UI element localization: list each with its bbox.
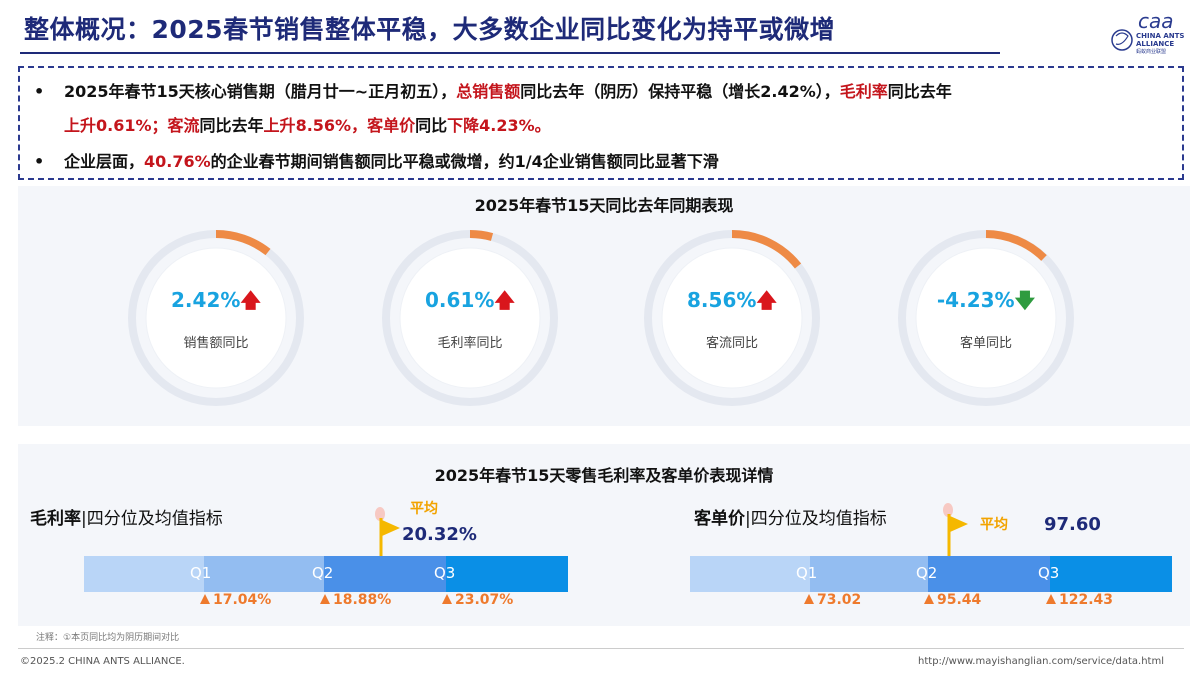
source-url: http://www.mayishanglian.com/service/dat… (918, 656, 1164, 667)
china-ants-alliance-logo: caa CHINA ANTS ALLIANCE 蚂蚁商业联盟 (1108, 6, 1192, 56)
kpi-ring-icon (898, 230, 1074, 406)
triangle-up-icon (804, 594, 814, 604)
footnote: 注释：①本页同比均为阴历期间对比 (36, 633, 180, 643)
price-subtitle: 客单价|四分位及均值指标 (694, 509, 887, 529)
margin-bar-segment-1 (84, 556, 204, 592)
kpi-ring-icon (382, 230, 558, 406)
copyright: ©2025.2 CHINA ANTS ALLIANCE. (20, 656, 185, 667)
summary-box: • 2025年春节15天核心销售期（腊月廿一~正月初五），总销售额同比去年（阴历）… (18, 66, 1184, 180)
price-q1-label: Q1 (796, 564, 818, 582)
detail-panel-title: 2025年春节15天零售毛利率及客单价表现详情 (434, 466, 774, 485)
triangle-up-icon (200, 594, 210, 604)
kpi-sales: 2.42%🡅 销售额同比 (126, 228, 306, 408)
triangle-up-icon (442, 594, 452, 604)
detail-panel: 2025年春节15天零售毛利率及客单价表现详情 毛利率|四分位及均值指标 平均 … (18, 444, 1190, 626)
kpi-basket-value: -4.23% (936, 288, 1015, 312)
margin-avg-value: 20.32% (402, 524, 477, 545)
margin-q3-marker: 23.07% (442, 592, 513, 608)
arrow-up-icon: 🡅 (494, 288, 515, 312)
kpi-margin: 0.61%🡅 毛利率同比 (380, 228, 560, 408)
price-quartile-bar: Q1 Q2 Q3 (690, 556, 1172, 592)
kpi-margin-label: 毛利率同比 (437, 336, 503, 351)
margin-q1-marker: 17.04% (200, 592, 271, 608)
logo-text-2: ALLIANCE (1136, 40, 1175, 48)
title-underline (20, 52, 1000, 54)
margin-avg-label: 平均 (410, 501, 438, 517)
margin-bar-segment-4 (446, 556, 568, 592)
arrow-up-icon: 🡅 (756, 288, 777, 312)
average-flag-icon (375, 507, 400, 562)
kpi-basket: -4.23%🡇 客单同比 (896, 228, 1076, 408)
average-flag-icon (943, 503, 968, 562)
page-title: 整体概况：2025春节销售整体平稳，大多数企业同比变化为持平或微增 (24, 15, 836, 44)
footer-divider (18, 648, 1184, 649)
logo-text-3: 蚂蚁商业联盟 (1136, 49, 1167, 55)
price-q2-label: Q2 (916, 564, 938, 582)
arrow-up-icon: 🡅 (240, 288, 261, 312)
price-bar-segment-1 (690, 556, 810, 592)
kpi-panel-title: 2025年春节15天同比去年同期表现 (474, 196, 734, 215)
summary-bullet-1: • 2025年春节15天核心销售期（腊月廿一~正月初五），总销售额同比去年（阴历）… (34, 82, 952, 101)
margin-subtitle: 毛利率|四分位及均值指标 (30, 509, 223, 529)
price-bar-segment-2 (810, 556, 928, 592)
kpi-traffic: 8.56%🡅 客流同比 (642, 228, 822, 408)
arrow-down-icon: 🡇 (1014, 288, 1036, 312)
kpi-sales-label: 销售额同比 (183, 336, 249, 351)
kpi-basket-label: 客单同比 (959, 336, 1012, 351)
summary-bullet-1-cont: 上升0.61%；客流同比去年上升8.56%，客单价同比下降4.23%。 (64, 116, 551, 135)
margin-bar-segment-3 (324, 556, 446, 592)
kpi-panel: 2025年春节15天同比去年同期表现 2.42%🡅 销售额同比 0.61%🡅 毛… (18, 186, 1190, 426)
price-bar-segment-4 (1050, 556, 1172, 592)
triangle-up-icon (1046, 594, 1056, 604)
margin-q2-marker: 18.88% (320, 592, 391, 608)
price-avg-label: 平均 (980, 517, 1008, 533)
logo-text-1: CHINA ANTS (1136, 32, 1185, 40)
price-avg-value: 97.60 (1044, 514, 1101, 535)
kpi-traffic-value: 8.56% (687, 288, 757, 312)
kpi-traffic-label: 客流同比 (705, 336, 758, 351)
margin-bar-segment-2 (204, 556, 324, 592)
triangle-up-icon (320, 594, 330, 604)
price-q3-label: Q3 (1038, 564, 1060, 582)
kpi-ring-icon (644, 230, 820, 406)
summary-bullet-2: • 企业层面，40.76%的企业春节期间销售额同比平稳或微增，约1/4企业销售额同… (34, 152, 719, 171)
kpi-sales-value: 2.42% (171, 288, 241, 312)
margin-quartile-bar: Q1 Q2 Q3 (84, 556, 568, 592)
kpi-ring-icon (128, 229, 304, 406)
triangle-up-icon (924, 594, 934, 604)
price-q2-marker: 95.44 (924, 592, 981, 608)
margin-q3-label: Q3 (434, 564, 456, 582)
kpi-margin-value: 0.61% (425, 288, 495, 312)
margin-q2-label: Q2 (312, 564, 334, 582)
margin-q1-label: Q1 (190, 564, 212, 582)
svg-text:caa: caa (1138, 9, 1174, 33)
logo-mark-icon: caa (1111, 9, 1174, 51)
price-bar-segment-3 (928, 556, 1050, 592)
price-q1-marker: 73.02 (804, 592, 861, 608)
price-q3-marker: 122.43 (1046, 592, 1113, 608)
